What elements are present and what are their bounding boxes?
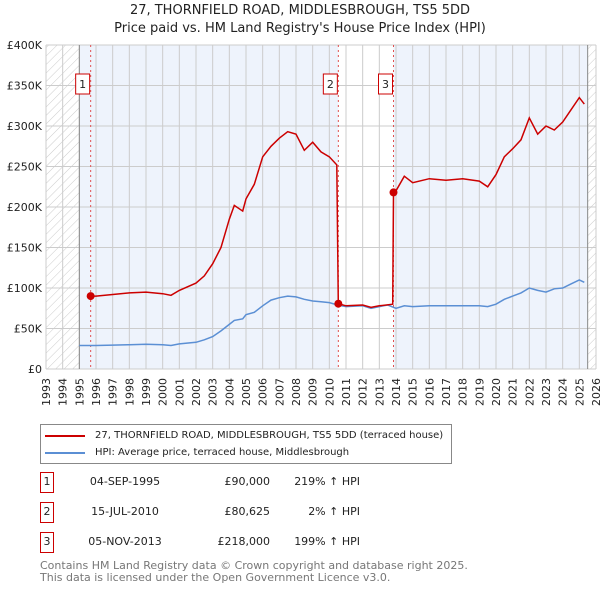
hpi-change: 199% ↑ HPI: [294, 535, 360, 548]
sale-badge: [322, 73, 338, 95]
x-tick-label: 2013: [373, 378, 386, 406]
sale-price: £218,000: [217, 535, 271, 548]
legend-swatch: [45, 434, 85, 437]
sale-date: 04-SEP-1995: [89, 475, 161, 488]
x-tick-label: 2002: [190, 378, 203, 406]
x-tick-label: 2021: [507, 378, 520, 406]
x-tick-label: 2004: [223, 378, 236, 406]
legend-label: 27, THORNFIELD ROAD, MIDDLESBROUGH, TS5 …: [95, 430, 444, 441]
sale-badge: [378, 73, 393, 95]
x-tick-label: 2025: [573, 378, 586, 406]
x-tick-label: 2001: [173, 378, 186, 406]
sale-date: 05-NOV-2013: [88, 535, 162, 548]
legend: 27, THORNFIELD ROAD, MIDDLESBROUGH, TS5 …: [40, 424, 453, 464]
copyright-text: Contains HM Land Registry data © Crown c…: [40, 559, 468, 572]
y-tick-label: £300K: [7, 120, 43, 133]
y-tick-label: £0: [28, 363, 42, 376]
y-tick-label: £350K: [7, 80, 43, 93]
x-tick-label: 2016: [423, 378, 436, 406]
sale-price: £90,000: [224, 475, 271, 488]
x-tick-label: 2018: [457, 378, 470, 406]
sale-point: [334, 299, 343, 308]
y-tick-label: £150K: [7, 242, 43, 255]
transaction-row: 1 04-SEP-1995 £90,000 219% ↑ HPI: [40, 472, 360, 494]
x-tick-label: 2023: [540, 378, 553, 406]
x-tick-label: 1996: [90, 378, 103, 406]
sale-date: 15-JUL-2010: [91, 505, 159, 518]
x-tick-label: 2010: [323, 378, 336, 406]
x-tick-label: 2003: [207, 378, 220, 406]
x-tick-label: 2019: [473, 378, 486, 406]
x-tick-label: 2012: [357, 378, 370, 406]
sale-badge: [75, 73, 91, 95]
x-tick-label: 2020: [490, 378, 503, 406]
x-tick-label: 2026: [590, 378, 600, 406]
x-tick-label: 2000: [157, 378, 170, 406]
transaction-row: 2 15-JUL-2010 £80,625 2% ↑ HPI: [40, 502, 360, 524]
marker-badge: 2: [40, 502, 54, 523]
marker-badge: 1: [40, 472, 54, 493]
legend-label: HPI: Average price, terraced house, Midd…: [95, 447, 350, 458]
chart-subtitle: Price paid vs. HM Land Registry's House …: [114, 21, 486, 36]
x-tick-label: 2005: [240, 378, 253, 406]
x-tick-label: 2008: [290, 378, 303, 406]
legend-item-price: 27, THORNFIELD ROAD, MIDDLESBROUGH, TS5 …: [41, 427, 443, 444]
sale-point: [389, 188, 398, 197]
price-chart: 1993 1994 1995 1996 1997 1998 1999 2000 2001 2002…: [7, 39, 600, 406]
x-tick-label: 2009: [307, 378, 320, 406]
y-tick-label: £50K: [14, 323, 43, 336]
y-tick-label: £100K: [7, 282, 43, 295]
sale-point: [86, 292, 95, 301]
x-tick-label: 2017: [440, 378, 453, 406]
x-tick-label: 2006: [257, 378, 270, 406]
x-tick-label: 1995: [73, 378, 86, 406]
x-tick-label: 1997: [107, 378, 120, 406]
transaction-row: 3 05-NOV-2013 £218,000 199% ↑ HPI: [40, 532, 360, 554]
x-tick-label: 2022: [523, 378, 536, 406]
x-tick-label: 2014: [390, 378, 403, 406]
hpi-line: [79, 279, 585, 347]
x-tick-label: 1999: [140, 378, 153, 406]
x-tick-label: 1994: [57, 378, 70, 406]
sale-badge-label: 1: [79, 78, 86, 91]
legend-swatch: [45, 451, 85, 454]
x-tick-label: 2015: [407, 378, 420, 406]
sale-badge-label: 3: [382, 78, 389, 91]
x-tick-label: 1993: [40, 378, 53, 406]
licence-text: This data is licensed under the Open Gov…: [40, 571, 391, 584]
marker-badge: 3: [40, 532, 54, 553]
y-tick-label: £200K: [7, 201, 43, 214]
x-tick-label: 2007: [273, 378, 286, 406]
y-tick-label: £250K: [7, 161, 43, 174]
footer: Contains HM Land Registry data © Crown c…: [40, 560, 468, 584]
x-tick-label: 1998: [123, 378, 136, 406]
sale-price: £80,625: [224, 505, 271, 518]
chart-title: 27, THORNFIELD ROAD, MIDDLESBROUGH, TS5 …: [129, 3, 471, 18]
hpi-change: 2% ↑ HPI: [308, 505, 360, 518]
y-tick-label: £400K: [7, 39, 43, 52]
hpi-change: 219% ↑ HPI: [294, 475, 360, 488]
x-tick-label: 2024: [557, 378, 570, 406]
x-tick-label: 2011: [340, 378, 353, 406]
sale-badge-label: 2: [327, 78, 334, 91]
legend-item-hpi: HPI: Average price, terraced house, Midd…: [41, 444, 443, 461]
price-line: [91, 96, 585, 309]
